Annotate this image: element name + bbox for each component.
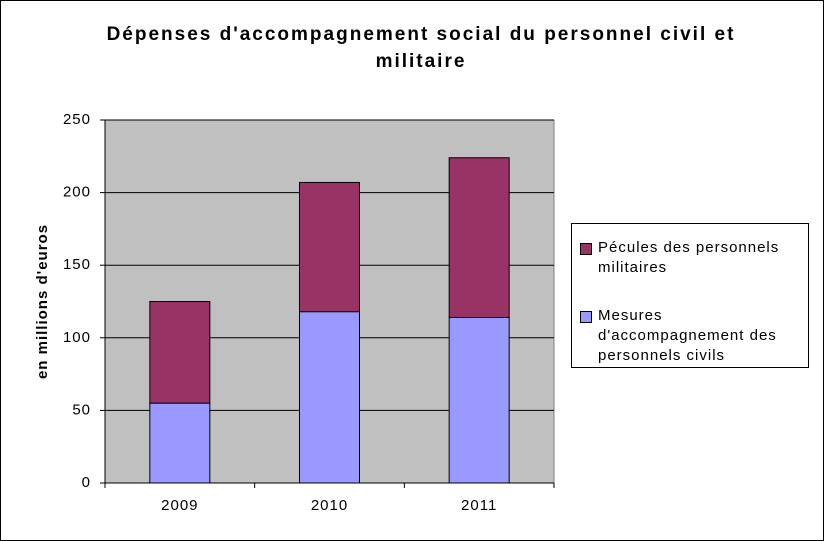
legend-swatch <box>580 243 592 255</box>
y-tick-label: 200 <box>63 184 91 201</box>
y-tick-label: 50 <box>72 401 91 418</box>
bar-segment <box>149 301 211 404</box>
bar-segment <box>299 181 360 313</box>
legend: Pécules des personnels militaires Mesures… <box>571 223 809 368</box>
legend-label: Pécules des personnels militaires <box>598 239 780 276</box>
x-tick-label: 2010 <box>311 497 348 514</box>
chart-title: Dépenses d'accompagnement social du pers… <box>106 24 736 72</box>
x-tick-label: 2009 <box>161 497 198 514</box>
y-tick-label: 150 <box>63 256 91 273</box>
y-tick-label: 0 <box>82 474 91 491</box>
y-tick-label: 250 <box>63 111 91 128</box>
x-tick-label: 2011 <box>461 497 497 514</box>
y-axis-label: en millions d'euros <box>34 224 51 379</box>
legend-swatch <box>580 311 592 323</box>
bar-segment <box>299 311 360 484</box>
bar-segment <box>149 402 211 484</box>
bar-segment <box>448 157 510 318</box>
legend-item: Mesures d'accompagnement des personnels … <box>580 306 808 366</box>
legend-label: Mesures d'accompagnement des personnels … <box>598 307 777 364</box>
legend-item: Pécules des personnels militaires <box>580 238 808 278</box>
bar-segment <box>448 316 510 484</box>
y-tick-label: 100 <box>63 329 91 346</box>
